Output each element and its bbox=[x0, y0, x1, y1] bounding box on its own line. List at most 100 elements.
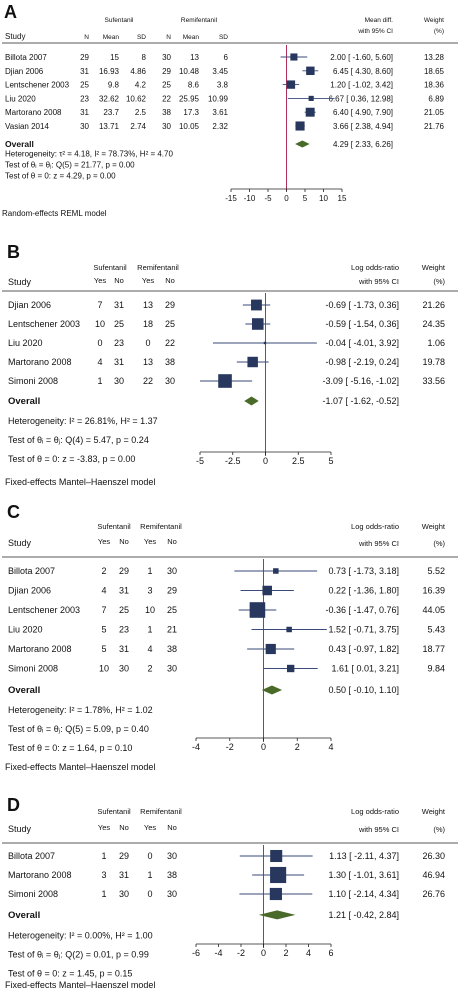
study-marker bbox=[295, 121, 305, 131]
subcolumn-header: SD bbox=[219, 34, 228, 41]
effect-header: Mean diff. bbox=[365, 17, 394, 24]
overall-ci-text: 1.21 [ -0.42, 2.84] bbox=[328, 910, 399, 920]
study-cell: 16.93 bbox=[99, 67, 120, 76]
effect-header-sub: with 95% CI bbox=[358, 825, 399, 834]
group-header-sufentanil: Sufentanil bbox=[97, 807, 131, 816]
study-marker bbox=[262, 585, 272, 596]
study-ci-text: -0.98 [ -2.19, 0.24] bbox=[325, 357, 399, 367]
study-ci-text: -0.59 [ -1.54, 0.36] bbox=[325, 319, 399, 329]
study-name: Martorano 2008 bbox=[5, 108, 62, 117]
study-cell: 30 bbox=[167, 851, 177, 861]
study-cell: 1 bbox=[147, 870, 152, 880]
study-marker bbox=[263, 341, 267, 345]
study-cell: 5 bbox=[101, 625, 106, 635]
x-tick-label: -5 bbox=[264, 194, 272, 203]
study-cell: 4.2 bbox=[135, 81, 147, 90]
study-column-header: Study bbox=[8, 824, 32, 834]
panel-letter: A bbox=[4, 2, 17, 22]
study-cell: 29 bbox=[80, 53, 89, 62]
study-cell: 6 bbox=[224, 53, 229, 62]
study-cell: 38 bbox=[167, 870, 177, 880]
study-cell: 1 bbox=[147, 625, 152, 635]
study-name: Djian 2006 bbox=[8, 300, 51, 310]
x-tick-label: -10 bbox=[244, 194, 256, 203]
study-column-header: Study bbox=[8, 277, 32, 287]
study-cell: 21 bbox=[167, 625, 177, 635]
study-cell: 2 bbox=[101, 566, 106, 576]
study-ci-text: 1.52 [ -0.71, 3.75] bbox=[328, 625, 399, 635]
study-cell: 30 bbox=[80, 122, 89, 131]
overall-ci-text: -1.07 [ -1.62, -0.52] bbox=[322, 396, 399, 406]
study-name: Simoni 2008 bbox=[8, 664, 58, 674]
study-cell: 23 bbox=[114, 338, 124, 348]
stat-line: Test of θ = 0: z = 1.45, p = 0.15 bbox=[8, 969, 132, 979]
study-cell: 31 bbox=[114, 300, 124, 310]
study-ci-text: 1.10 [ -2.14, 4.34] bbox=[328, 889, 399, 899]
study-ci-text: 6.40 [ 4.90, 7.90] bbox=[333, 108, 393, 117]
study-cell: 31 bbox=[80, 108, 89, 117]
overall-diamond bbox=[261, 685, 283, 695]
model-footer: Fixed-effects Mantel–Haenszel model bbox=[5, 980, 155, 990]
study-cell: 8.6 bbox=[188, 81, 200, 90]
study-cell: 1 bbox=[97, 376, 102, 386]
study-cell: 31 bbox=[119, 870, 129, 880]
study-name: Martorano 2008 bbox=[8, 870, 72, 880]
weight-header: Weight bbox=[422, 263, 446, 272]
study-ci-text: 0.73 [ -1.73, 3.18] bbox=[328, 566, 399, 576]
x-tick-label: -6 bbox=[192, 948, 200, 958]
study-cell: 0 bbox=[147, 851, 152, 861]
stat-line: Heterogeneity: τ² = 4.18, I² = 78.73%, H… bbox=[5, 150, 173, 159]
panel-letter: C bbox=[7, 502, 20, 522]
study-marker bbox=[249, 602, 266, 618]
study-name: Liu 2020 bbox=[8, 625, 43, 635]
weight-header-sub: (%) bbox=[433, 825, 445, 834]
study-marker bbox=[273, 568, 279, 574]
study-weight: 33.56 bbox=[422, 376, 445, 386]
subcolumn-header: Yes bbox=[98, 537, 110, 546]
overall-label: Overall bbox=[8, 910, 40, 921]
overall-ci-text: 4.29 [ 2.33, 6.26] bbox=[333, 140, 393, 149]
study-weight: 19.78 bbox=[422, 357, 445, 367]
study-cell: 13 bbox=[190, 53, 199, 62]
subcolumn-header: SD bbox=[137, 34, 146, 41]
study-cell: 0 bbox=[147, 889, 152, 899]
study-cell: 25 bbox=[162, 81, 171, 90]
x-tick-label: 5 bbox=[328, 456, 333, 466]
study-name: Simoni 2008 bbox=[8, 376, 58, 386]
study-cell: 31 bbox=[119, 586, 129, 596]
x-tick-label: 5 bbox=[303, 194, 308, 203]
x-tick-label: 0 bbox=[261, 742, 266, 752]
study-name: Liu 2020 bbox=[8, 338, 43, 348]
study-marker bbox=[305, 107, 315, 117]
study-weight: 16.39 bbox=[422, 586, 445, 596]
study-marker bbox=[269, 887, 282, 901]
study-weight: 18.36 bbox=[424, 81, 445, 90]
study-cell: 0 bbox=[97, 338, 102, 348]
study-cell: 8 bbox=[142, 53, 147, 62]
study-ci-text: -0.36 [ -1.47, 0.76] bbox=[325, 605, 399, 615]
study-cell: 29 bbox=[162, 67, 171, 76]
x-tick-label: 2.5 bbox=[292, 456, 305, 466]
study-cell: 31 bbox=[80, 67, 89, 76]
x-tick-label: -5 bbox=[196, 456, 204, 466]
group-header-remifentanil: Remifentanil bbox=[140, 522, 182, 531]
study-cell: 7 bbox=[97, 300, 102, 310]
subcolumn-header: Mean bbox=[103, 34, 120, 41]
study-ci-text: 6.45 [ 4.30, 8.60] bbox=[333, 67, 393, 76]
study-cell: 38 bbox=[162, 108, 171, 117]
study-cell: 22 bbox=[162, 94, 171, 103]
study-name: Lentschener 2003 bbox=[8, 605, 80, 615]
study-column-header: Study bbox=[5, 32, 25, 41]
overall-label: Overall bbox=[8, 685, 40, 696]
stat-line: Test of θᵢ = θⱼ: Q(2) = 0.01, p = 0.99 bbox=[8, 950, 149, 960]
study-name: Liu 2020 bbox=[5, 94, 36, 103]
study-ci-text: 2.00 [ -1.60, 5.60] bbox=[330, 53, 393, 62]
study-weight: 21.05 bbox=[424, 108, 445, 117]
study-cell: 31 bbox=[114, 357, 124, 367]
subcolumn-header: No bbox=[114, 276, 124, 285]
subcolumn-header: Yes bbox=[94, 276, 106, 285]
study-cell: 38 bbox=[165, 357, 175, 367]
study-cell: 2.5 bbox=[135, 108, 147, 117]
x-tick-label: 2 bbox=[283, 948, 288, 958]
stat-line: Test of θᵢ = θⱼ: Q(5) = 21.77, p = 0.00 bbox=[5, 161, 135, 170]
